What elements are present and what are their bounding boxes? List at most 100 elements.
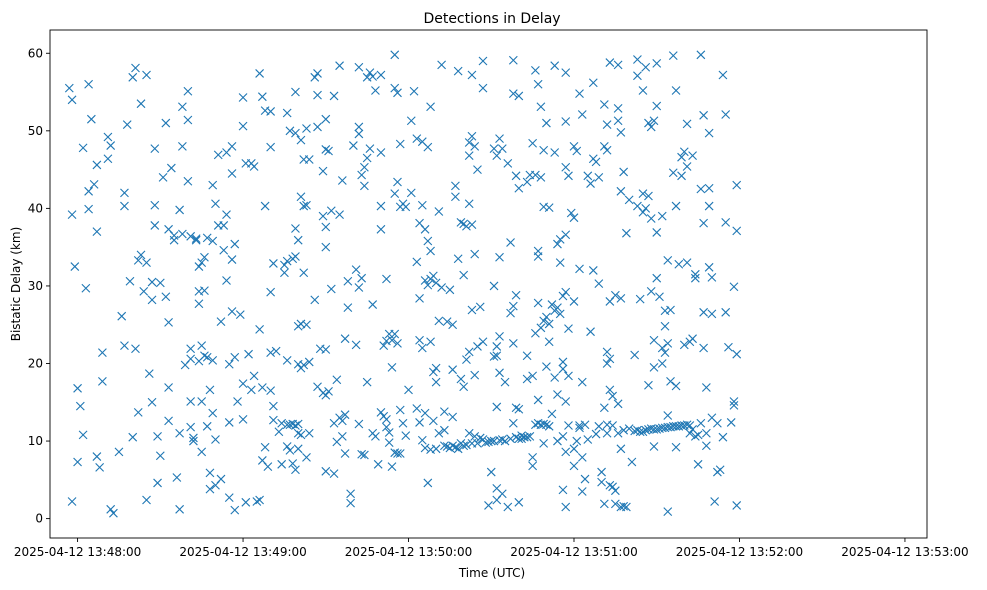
data-point	[142, 258, 151, 268]
data-point	[610, 486, 620, 496]
data-point	[511, 432, 521, 442]
data-point	[197, 341, 207, 351]
data-point	[718, 432, 728, 442]
data-point	[354, 62, 364, 72]
data-point	[423, 478, 433, 488]
data-point	[666, 376, 675, 386]
chart-title: Detections in Delay	[423, 11, 560, 27]
data-point	[641, 62, 651, 72]
data-point	[200, 286, 209, 295]
data-point	[426, 102, 435, 112]
data-point	[373, 459, 383, 469]
data-point	[542, 118, 551, 128]
data-point	[346, 489, 355, 499]
data-point	[699, 343, 709, 353]
data-point	[561, 230, 571, 240]
data-point	[376, 70, 386, 80]
data-point	[216, 317, 226, 327]
data-point	[415, 418, 424, 427]
data-point	[536, 323, 546, 333]
data-point	[511, 290, 521, 300]
y-tick-label: 10	[28, 434, 43, 448]
data-point	[313, 122, 322, 132]
data-point	[508, 89, 518, 98]
data-point	[428, 416, 438, 426]
data-point	[599, 100, 609, 109]
data-point	[412, 134, 422, 143]
data-point	[434, 428, 444, 438]
data-point	[266, 142, 276, 152]
data-point	[536, 172, 546, 182]
data-point	[555, 235, 565, 244]
data-point	[365, 144, 375, 154]
data-point	[652, 101, 662, 111]
data-point	[368, 300, 378, 309]
data-point	[324, 387, 333, 396]
data-point	[420, 443, 430, 453]
data-point	[161, 292, 171, 302]
data-point	[663, 507, 673, 517]
data-point	[252, 497, 262, 506]
data-point	[282, 108, 292, 118]
x-tick-label: 2025-04-12 13:52:00	[676, 545, 803, 559]
data-point	[666, 305, 675, 315]
data-point	[492, 342, 502, 351]
data-point	[633, 55, 642, 64]
data-point	[641, 425, 651, 435]
data-point	[285, 126, 295, 136]
data-point	[558, 432, 568, 441]
data-point	[205, 385, 215, 395]
y-tick-label: 40	[28, 201, 43, 215]
data-point	[511, 171, 521, 181]
data-point	[638, 207, 648, 217]
data-point	[318, 211, 328, 221]
data-point	[393, 177, 402, 187]
data-point	[348, 141, 358, 150]
data-point	[564, 371, 573, 381]
data-point	[693, 459, 703, 469]
data-point	[685, 428, 695, 438]
data-point	[599, 403, 609, 413]
data-point	[382, 422, 391, 432]
data-point	[588, 266, 598, 275]
data-point	[200, 252, 209, 262]
data-point	[448, 320, 458, 330]
data-point	[453, 66, 463, 76]
data-point	[652, 228, 662, 237]
data-point	[641, 203, 651, 213]
data-point	[558, 485, 568, 495]
data-point	[478, 83, 488, 93]
data-point	[161, 118, 171, 128]
data-point	[219, 245, 229, 255]
data-point	[511, 403, 521, 413]
data-point	[577, 487, 587, 496]
data-point	[420, 408, 430, 418]
data-point	[238, 379, 248, 389]
data-points	[64, 50, 742, 518]
data-point	[462, 440, 471, 450]
data-point	[721, 217, 731, 227]
data-point	[544, 421, 554, 431]
data-point	[464, 428, 474, 438]
data-point	[136, 99, 146, 109]
data-point	[183, 115, 193, 125]
data-point	[103, 132, 113, 142]
data-point	[293, 428, 303, 438]
data-point	[260, 442, 270, 452]
data-point	[522, 177, 532, 187]
data-point	[492, 151, 502, 161]
data-point	[608, 421, 617, 430]
data-point	[594, 172, 604, 182]
data-point	[704, 262, 714, 272]
y-axis-ticks: 0 10 20 30 40 50 60	[28, 46, 50, 526]
data-point	[638, 189, 648, 199]
data-point	[216, 474, 226, 484]
data-point	[569, 297, 579, 306]
data-point	[238, 121, 248, 131]
data-point	[227, 255, 237, 264]
data-point	[222, 210, 231, 219]
data-point	[718, 70, 728, 80]
x-tick-label: 2025-04-12 13:48:00	[14, 545, 141, 559]
data-point	[313, 90, 322, 100]
data-point	[395, 449, 405, 458]
